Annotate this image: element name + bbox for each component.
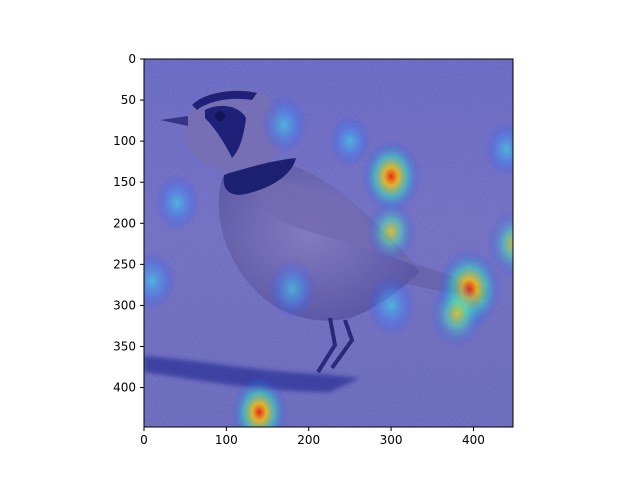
y-tick-label: 0 [128,52,136,66]
bird-crown-stripe [192,90,257,110]
x-tick-label: 100 [215,433,238,447]
bird-eye [215,111,225,121]
bird-beak [160,116,188,126]
bird-shadow [144,356,360,392]
heatmap-hotspot [367,275,416,336]
y-tick-label: 400 [113,381,136,395]
y-tick-label: 300 [113,298,136,312]
bird-breast-band [223,158,296,195]
x-tick-label: 200 [297,433,320,447]
y-axis: 0 50 100 150 200 250 300 350 400 [113,52,144,395]
heatmap-hotspot [361,139,421,214]
heatmap-base-tint [144,59,513,427]
y-tick-label: 100 [113,134,136,148]
heatmap-hotspot [144,251,176,310]
heatmap-hotspot [430,280,484,348]
heatmap-hotspot [487,209,513,279]
y-tick-label: 50 [121,93,136,107]
x-tick-label: 300 [380,433,403,447]
heatmap-hotspot [484,122,513,177]
y-tick-label: 350 [113,340,136,354]
x-tick-label: 0 [140,433,148,447]
y-tick-label: 250 [113,257,136,271]
y-tick-label: 150 [113,175,136,189]
heatmap-hotspots [144,95,513,427]
heatmap-hotspot [260,95,308,154]
heatmap-hotspot [329,115,371,167]
heatmap-hotspot [230,376,288,427]
heatmap-image [144,59,513,427]
x-axis: 0 100 200 300 400 [140,427,485,447]
heatmap-hotspot [366,200,417,263]
bird-leg-left [316,317,338,374]
axes-frame [143,58,514,428]
heatmap-hotspot [154,174,200,231]
heatmap-hotspot [268,258,317,320]
x-tick-label: 400 [462,433,485,447]
bird-leg-right [330,319,355,370]
y-tick-label: 200 [113,216,136,230]
bird-face-mask [205,105,246,158]
